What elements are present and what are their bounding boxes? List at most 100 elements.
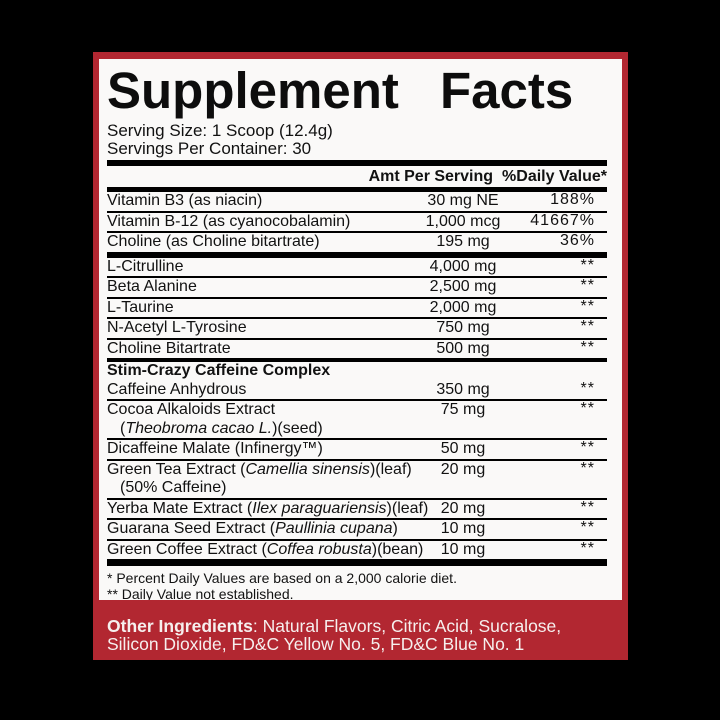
ingredient-text: L-Taurine [107,298,174,316]
amount-per-serving-value: 500 mg [436,339,490,357]
ingredient-name: Guarana Seed Extract (Paullinia cupana) [107,520,607,539]
table-row: Dicaffeine Malate (Infinergy™) 50 mg ** [107,439,607,461]
ingredient-name: Vitamin B-12 (as cyanocobalamin) [107,213,607,232]
table-row: Vitamin B3 (as niacin) 30 mg NE 188% [107,191,607,213]
amount-per-serving-value: 195 mg [436,233,490,250]
ingredient-text: )(bean) [371,540,424,558]
table-row: Vitamin B-12 (as cyanocobalamin) 1,000 mc… [107,211,607,233]
daily-value: ** [580,519,595,536]
daily-value: ** [580,318,595,335]
amount-per-serving-value: 20 mg [440,499,486,517]
table-header: Amt Per Serving %Daily Value* [107,166,607,192]
daily-value-header: %Daily Value* [502,168,607,185]
ingredient-text: Guarana Seed Extract ( [107,520,276,537]
ingredient-name: Vitamin B3 (as niacin) [107,192,607,211]
page-title: Supplement Facts [107,62,574,119]
amount-per-serving-value: 2,500 mg [429,278,497,295]
other-ingredients: Other Ingredients: Natural Flavors, Citr… [107,616,614,654]
daily-value: ** [580,439,595,456]
ingredient-name: Green Tea Extract (Camellia sinensis)(le… [107,461,607,480]
ingredient-table: Vitamin B3 (as niacin) 30 mg NE 188% Vitami… [107,191,607,566]
ingredient-name: L-Taurine [107,299,607,318]
ingredient-text: Yerba Mate Extract ( [107,499,253,517]
table-row: Choline (as Choline bitartrate) 195 mg 36% [107,232,607,258]
footnote-percent-daily-value: * Percent Daily Values are based on a 2,… [107,570,457,586]
botanical-name: Coffea robusta [266,540,372,558]
servings-per-container: Servings Per Container: 30 [107,138,312,158]
other-ingredients-text: : Natural Flavors, Citric Acid, Sucralos… [107,616,562,654]
section-header-row: Stim-Crazy Caffeine Complex [107,362,607,381]
daily-value: ** [580,277,595,294]
ingredient-text: Dicaffeine Malate (Infinergy™) [107,440,323,457]
supplement-facts-panel: Supplement Facts Serving Size: 1 Scoop (… [99,59,622,600]
ingredient-text: Green Tea Extract ( [107,460,246,478]
amount-per-serving-value: 20 mg [440,460,486,478]
other-ingredients-label: Other Ingredients [107,616,253,636]
ingredient-name: Dicaffeine Malate (Infinergy™) [107,440,607,459]
botanical-name: Camellia sinensis [245,460,370,478]
ingredient-name: Caffeine Anhydrous [107,381,607,400]
table-row: L-Citrulline 4,000 mg ** [107,256,607,278]
ingredient-text: )(leaf) [369,460,412,478]
divider-bar-top [107,160,607,166]
daily-value: ** [580,400,595,417]
botanical-name: Ilex paraguariensis [252,499,387,517]
ingredient-name: Cocoa Alkaloids Extract [107,401,607,420]
supplement-label-card: Supplement Facts Serving Size: 1 Scoop (… [93,52,628,660]
ingredient-text: )(seed) [272,419,323,437]
daily-value: ** [580,379,595,397]
ingredient-text: Vitamin B-12 (as cyanocobalamin) [107,212,351,230]
amount-per-serving-value: 750 mg [436,319,490,336]
table-row: Cocoa Alkaloids Extract (Theobroma cacao … [107,400,607,440]
ingredient-name: L-Citrulline [107,258,607,277]
ingredient-text: L-Citrulline [107,257,184,275]
ingredient-name: Green Coffee Extract (Coffea robusta)(be… [107,541,607,560]
table-row: Choline Bitartrate 500 mg ** [107,338,607,362]
amount-per-serving-value: 10 mg [440,540,486,558]
daily-value: 41667% [530,211,595,229]
ingredient-text: Green Coffee Extract ( [107,540,267,558]
amount-per-serving-value: 2,000 mg [429,298,497,316]
amount-per-serving-value: 1,000 mcg [425,212,501,230]
ingredient-text: Cocoa Alkaloids Extract [107,401,276,418]
ingredient-text: ) [392,520,398,537]
daily-value: ** [580,498,595,516]
ingredient-name: Choline (as Choline bitartrate) [107,233,607,252]
table-row: Guarana Seed Extract (Paullinia cupana) 1… [107,519,607,541]
table-row: Yerba Mate Extract (Ilex paraguariensis)… [107,498,607,520]
daily-value: ** [580,338,595,356]
ingredient-text: Stim-Crazy Caffeine Complex [107,362,331,379]
ingredient-text: N-Acetyl L-Tyrosine [107,319,247,336]
ingredient-name-line2: (Theobroma cacao L.)(seed) [107,420,607,439]
ingredient-text: Vitamin B3 (as niacin) [107,192,263,209]
daily-value: ** [580,459,595,477]
amount-per-serving-value: 4,000 mg [429,257,497,275]
ingredient-text: )(leaf) [386,499,429,517]
daily-value: ** [580,297,595,315]
table-row: L-Taurine 2,000 mg ** [107,297,607,319]
table-row: Green Tea Extract (Camellia sinensis)(le… [107,459,607,500]
table-row: Green Coffee Extract (Coffea robusta)(be… [107,539,607,566]
ingredient-name: N-Acetyl L-Tyrosine [107,319,607,338]
amount-per-serving-value: 50 mg [440,440,486,457]
ingredient-name: Choline Bitartrate [107,340,607,359]
ingredient-text: Caffeine Anhydrous [107,380,247,398]
footnote-daily-value-not-established: ** Daily Value not established. [107,586,294,600]
amt-per-serving-header: Amt Per Serving [368,168,494,185]
ingredient-name: Yerba Mate Extract (Ilex paraguariensis)… [107,500,607,519]
daily-value: 188% [550,191,595,208]
serving-info: Serving Size: 1 Scoop (12.4g) Servings P… [107,122,607,157]
amount-per-serving-value: 30 mg NE [427,192,499,209]
table-row: Caffeine Anhydrous 350 mg ** [107,379,607,401]
table-row: N-Acetyl L-Tyrosine 750 mg ** [107,318,607,340]
daily-value: ** [580,539,595,557]
ingredient-text: ( [120,419,126,437]
ingredient-text: Beta Alanine [107,278,197,295]
amount-per-serving-value: 10 mg [440,520,486,537]
ingredient-name: Stim-Crazy Caffeine Complex [107,362,607,381]
botanical-name: Paullinia cupana [275,520,393,537]
daily-value: ** [580,256,595,274]
amount-per-serving-value: 75 mg [440,401,486,418]
table-row: Beta Alanine 2,500 mg ** [107,277,607,299]
